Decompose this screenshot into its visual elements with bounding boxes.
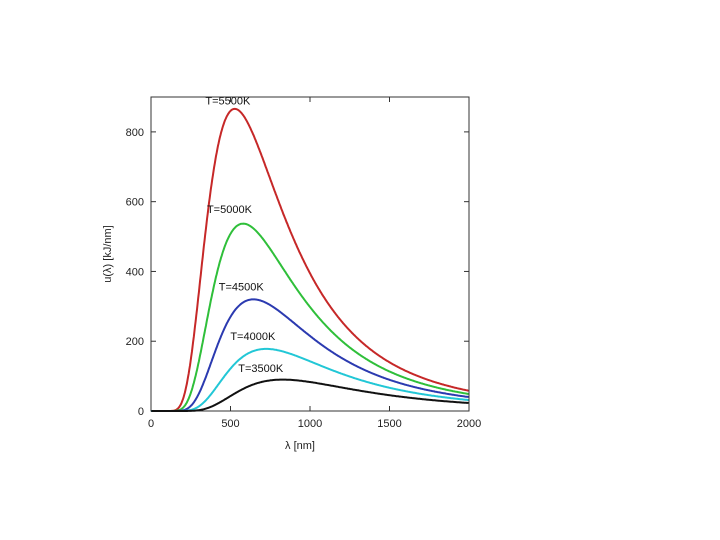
y-tick-label: 200	[126, 336, 144, 348]
curve-label-3500k: T=3500K	[238, 363, 284, 375]
y-tick-label: 400	[126, 266, 144, 278]
x-tick-label: 500	[221, 418, 239, 430]
curve-label-4000k: T=4000K	[230, 331, 276, 343]
y-tick-label: 800	[126, 127, 144, 139]
curve-4000k	[151, 347, 469, 412]
curve-label-5500k: T=5500K	[205, 96, 251, 108]
y-tick-label: 600	[126, 197, 144, 209]
x-axis-label: λ [nm]	[285, 440, 315, 452]
curves	[151, 107, 469, 412]
y-tick-label: 0	[138, 406, 144, 418]
y-axis-label: u(λ) [kJ/nm]	[102, 225, 114, 282]
curve-label-4500k: T=4500K	[219, 282, 265, 294]
x-tick-label: 2000	[457, 418, 481, 430]
x-tick-label: 0	[148, 418, 154, 430]
x-tick-label: 1000	[298, 418, 322, 430]
curve-label-5000k: T=5000K	[207, 204, 253, 216]
curve-3500k	[151, 378, 469, 412]
curve-labels: T=5500K T=5000K T=4500K T=4000K T=3500K	[205, 96, 284, 375]
curve-4500k	[151, 298, 469, 412]
curve-5000k	[151, 222, 469, 412]
curve-5500k	[151, 107, 469, 412]
x-tick-label: 1500	[377, 418, 401, 430]
axis-ticks: 0 500 1000 1500 2000 0 200 400 600 800	[126, 97, 481, 430]
